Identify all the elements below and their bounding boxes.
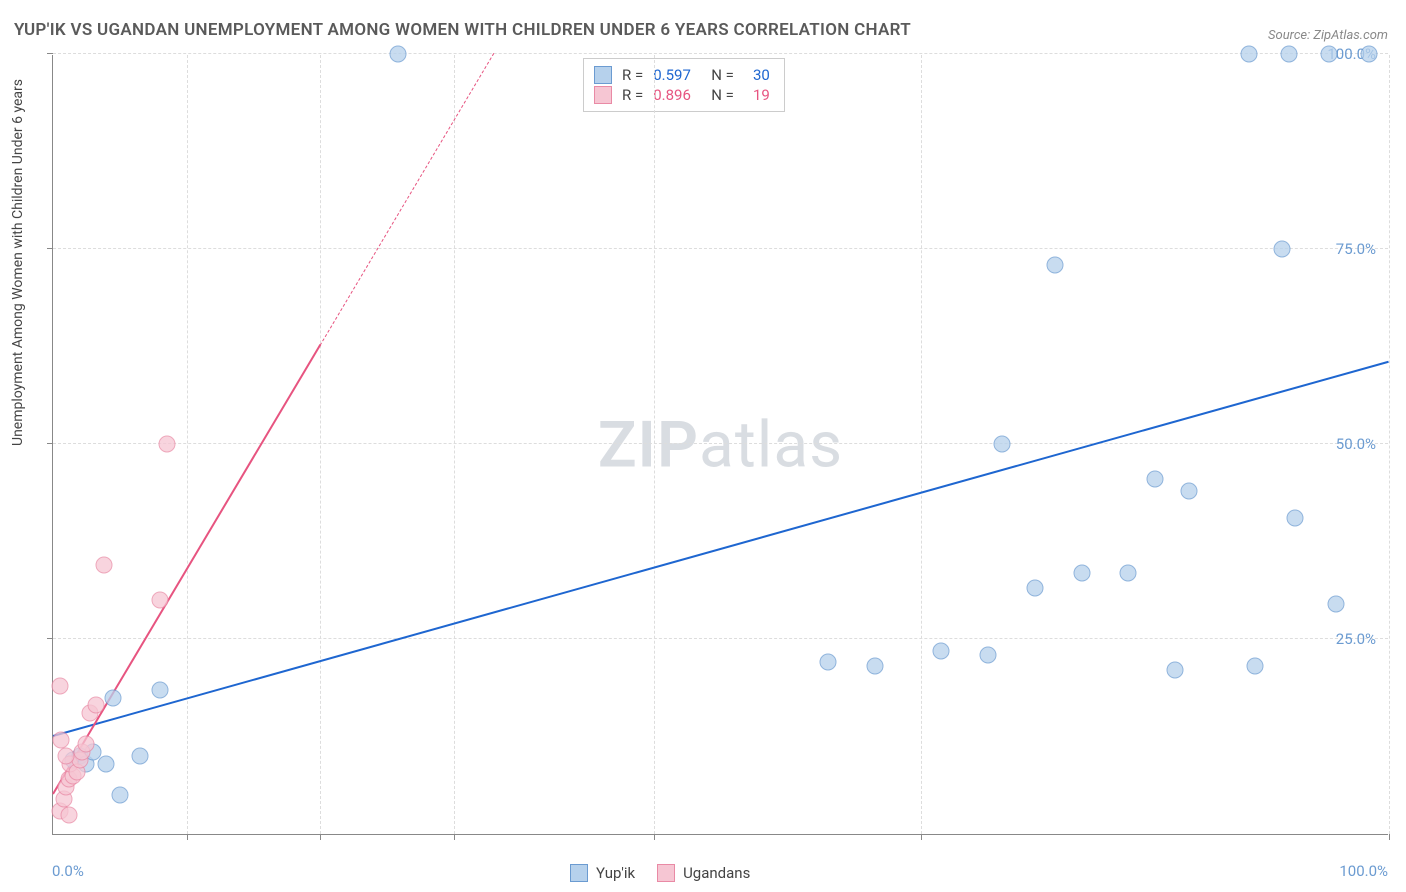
data-point: [111, 787, 128, 804]
data-point: [131, 748, 148, 765]
watermark: ZIPatlas: [598, 407, 843, 482]
data-point: [980, 646, 997, 663]
gridline-v: [187, 55, 188, 834]
gridline-h: [53, 638, 1388, 639]
data-point: [151, 681, 168, 698]
data-point: [1360, 46, 1377, 63]
x-tick: [1389, 834, 1390, 840]
gridline-v: [1389, 55, 1390, 834]
data-point: [61, 806, 78, 823]
data-point: [1287, 510, 1304, 527]
legend-n-label: N =: [711, 66, 734, 84]
data-point: [933, 642, 950, 659]
y-tick-label: 50.0%: [1336, 435, 1376, 453]
data-point: [78, 736, 95, 753]
data-point: [1120, 564, 1137, 581]
legend-n-value: 19: [744, 86, 770, 104]
data-point: [1280, 46, 1297, 63]
x-tick: [654, 834, 655, 840]
legend-stats-row: R = 0.896 N = 19: [594, 85, 770, 105]
legend-n-label: N =: [711, 86, 734, 104]
y-tick: [47, 638, 53, 639]
data-point: [53, 732, 70, 749]
data-point: [1073, 564, 1090, 581]
y-tick-label: 75.0%: [1336, 240, 1376, 258]
trendline: [53, 360, 1390, 736]
data-point: [158, 436, 175, 453]
data-point: [1320, 46, 1337, 63]
data-point: [1274, 241, 1291, 258]
legend-item: Yup'ik: [570, 864, 635, 882]
legend-r-value: 0.597: [653, 66, 701, 84]
trendline: [320, 53, 495, 345]
legend-swatch: [657, 864, 675, 882]
data-point: [1240, 46, 1257, 63]
legend-r-value: 0.896: [653, 86, 701, 104]
source-attribution: Source: ZipAtlas.com: [1268, 28, 1388, 43]
data-point: [151, 592, 168, 609]
x-axis-max-label: 100.0%: [1339, 862, 1388, 880]
y-tick-label: 25.0%: [1336, 630, 1376, 648]
legend-item-label: Yup'ik: [596, 864, 635, 882]
legend-r-label: R =: [622, 86, 643, 104]
x-tick: [454, 834, 455, 840]
x-tick: [320, 834, 321, 840]
gridline-v: [320, 55, 321, 834]
data-point: [105, 689, 122, 706]
chart-title: YUP'IK VS UGANDAN UNEMPLOYMENT AMONG WOM…: [14, 20, 911, 40]
x-axis-min-label: 0.0%: [52, 862, 84, 880]
data-point: [1147, 471, 1164, 488]
gridline-v: [654, 55, 655, 834]
data-point: [389, 46, 406, 63]
data-point: [993, 436, 1010, 453]
y-axis-title: Unemployment Among Women with Children U…: [10, 79, 26, 446]
data-point: [1247, 658, 1264, 675]
legend-swatch: [594, 86, 612, 104]
data-point: [1047, 256, 1064, 273]
data-point: [51, 677, 68, 694]
watermark-atlas: atlas: [699, 407, 843, 482]
gridline-h: [53, 53, 1388, 54]
legend-swatch: [594, 66, 612, 84]
data-point: [819, 654, 836, 671]
x-tick: [187, 834, 188, 840]
legend-swatch: [570, 864, 588, 882]
watermark-zip: ZIP: [598, 407, 699, 482]
gridline-v: [921, 55, 922, 834]
gridline-h: [53, 248, 1388, 249]
data-point: [95, 556, 112, 573]
data-point: [1327, 595, 1344, 612]
legend-r-label: R =: [622, 66, 643, 84]
data-point: [58, 748, 75, 765]
y-tick: [47, 53, 53, 54]
gridline-h: [53, 443, 1388, 444]
y-tick: [47, 443, 53, 444]
legend-stats-box: R = 0.597 N = 30 R = 0.896 N = 19: [583, 58, 785, 112]
data-point: [1026, 580, 1043, 597]
legend-stats-row: R = 0.597 N = 30: [594, 65, 770, 85]
data-point: [1167, 662, 1184, 679]
x-tick: [921, 834, 922, 840]
data-point: [1180, 482, 1197, 499]
legend-item: Ugandans: [657, 864, 750, 882]
data-point: [87, 697, 104, 714]
y-tick: [47, 248, 53, 249]
legend-n-value: 30: [744, 66, 770, 84]
gridline-v: [454, 55, 455, 834]
data-point: [866, 658, 883, 675]
legend-series: Yup'ik Ugandans: [570, 864, 750, 882]
plot-area: ZIPatlas R = 0.597 N = 30 R = 0.896 N = 19 25.0…: [52, 55, 1388, 835]
data-point: [98, 755, 115, 772]
legend-item-label: Ugandans: [683, 864, 750, 882]
